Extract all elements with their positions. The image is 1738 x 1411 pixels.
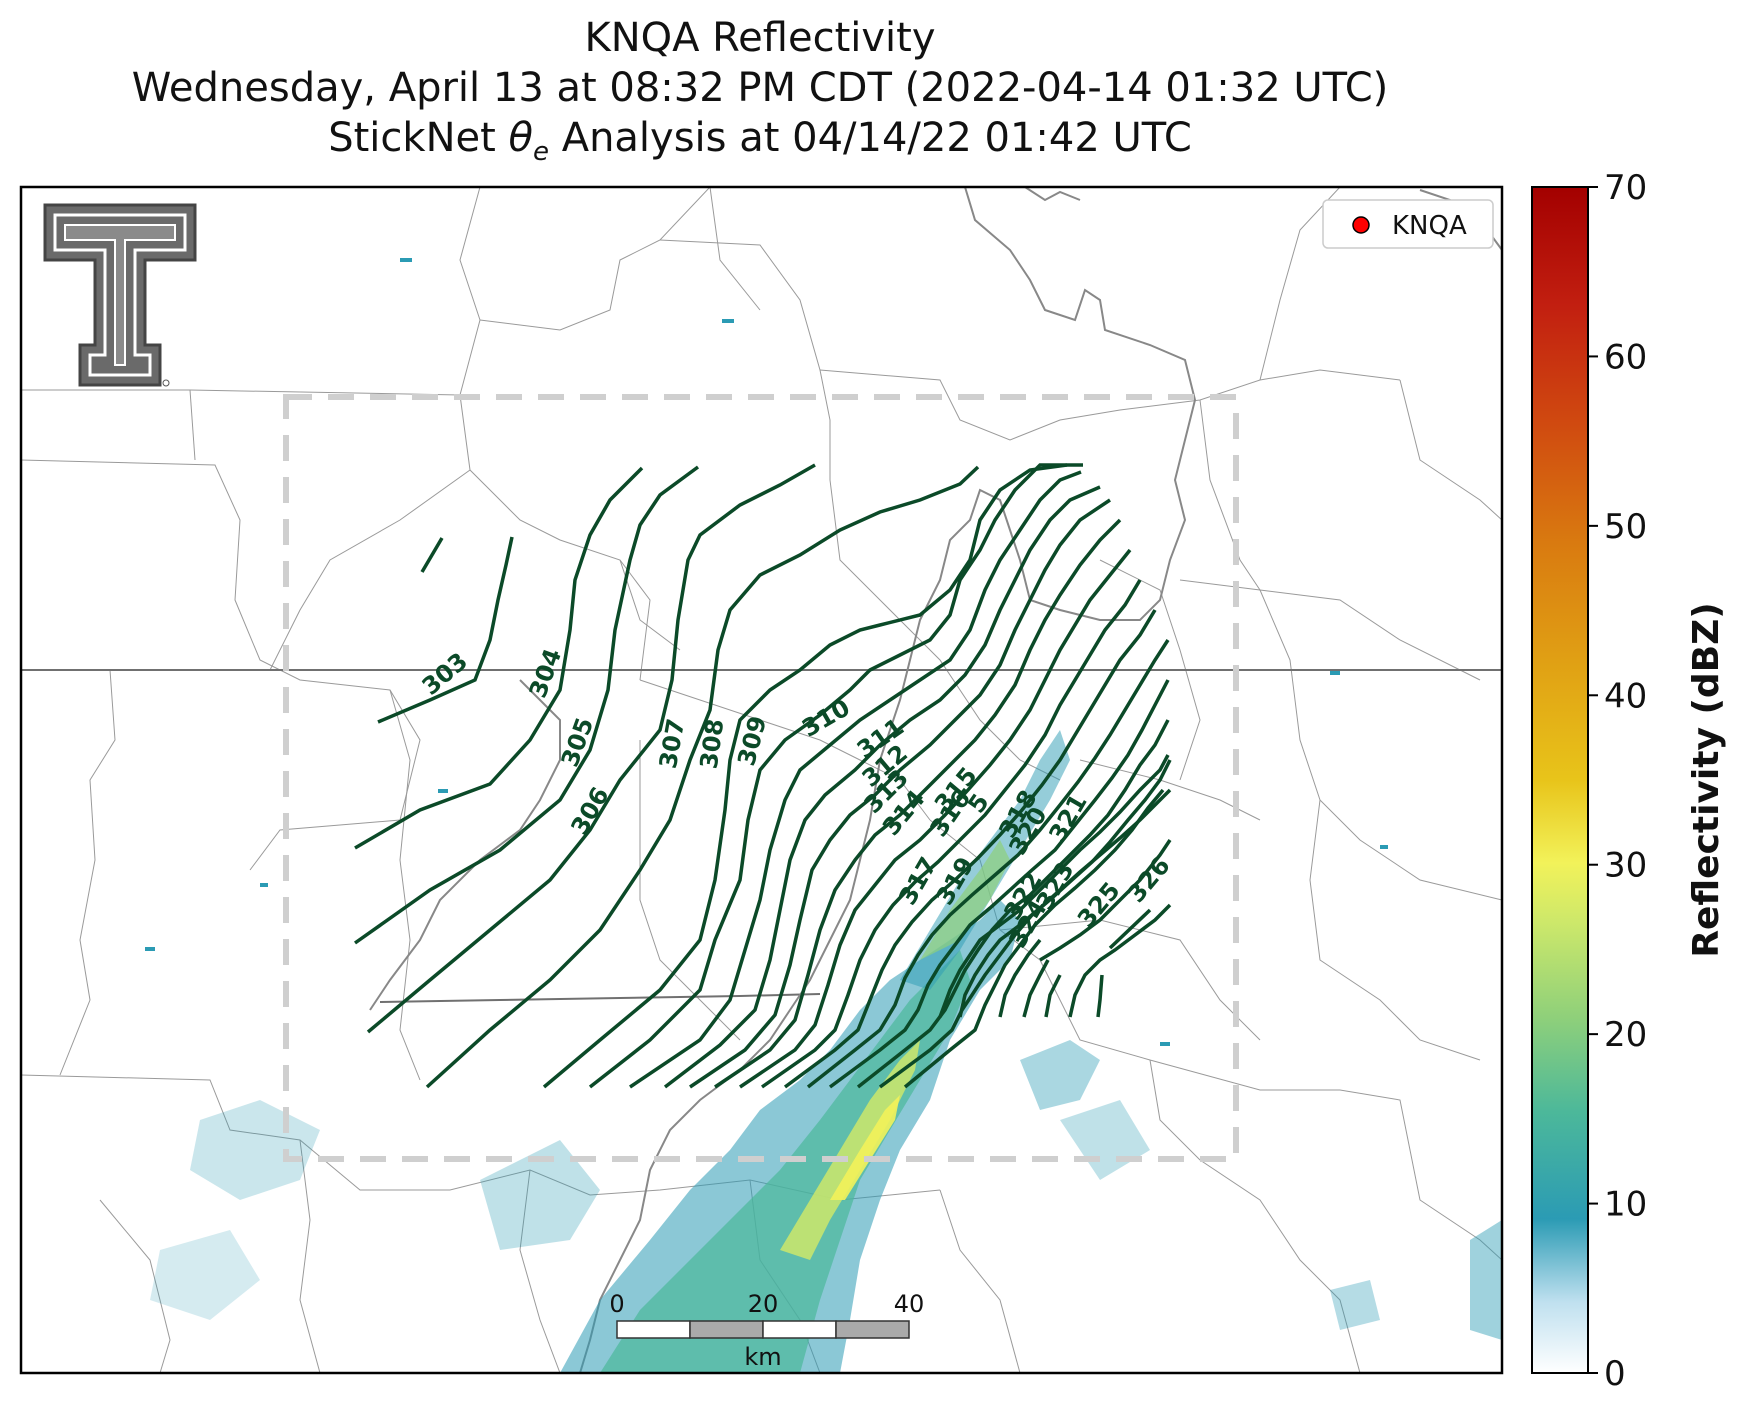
colorbar-tick-label: 10 bbox=[1604, 1185, 1647, 1225]
chart-subtitle-analysis: StickNet θe Analysis at 04/14/22 01:42 U… bbox=[328, 115, 1192, 167]
colorbar-tick-label: 50 bbox=[1604, 507, 1647, 547]
scale-label-40: 40 bbox=[894, 1290, 925, 1318]
chart-title: KNQA Reflectivity bbox=[584, 15, 936, 61]
colorbar-tick-label: 20 bbox=[1604, 1015, 1647, 1055]
state-boundary-south bbox=[379, 993, 821, 1003]
theta-e-contours-dense bbox=[588, 463, 1172, 1089]
legend: KNQA bbox=[1322, 199, 1494, 249]
colorbar-tick-label: 70 bbox=[1604, 168, 1647, 208]
scale-segment bbox=[835, 1320, 910, 1339]
texas-tech-logo bbox=[43, 203, 197, 387]
scale-segment bbox=[762, 1320, 837, 1339]
contour-line bbox=[420, 537, 444, 573]
contour-line bbox=[542, 463, 1068, 1089]
colorbar-tick-label: 0 bbox=[1604, 1354, 1626, 1394]
map-frame bbox=[19, 185, 1504, 1375]
contour-label: 308 bbox=[695, 717, 730, 771]
radar-marker-icon bbox=[1352, 216, 1370, 234]
scale-label-20: 20 bbox=[748, 1290, 779, 1318]
scale-segment bbox=[616, 1320, 691, 1339]
theta-e-contours bbox=[353, 463, 1068, 1089]
scale-bar: 0 20 40 km bbox=[609, 1290, 924, 1371]
colorbar-tick-label: 30 bbox=[1604, 846, 1647, 886]
colorbar-ticks: 0 10 20 30 40 50 60 70 bbox=[1588, 168, 1647, 1394]
analysis-domain-box bbox=[283, 394, 1239, 1162]
scale-unit: km bbox=[744, 1343, 781, 1371]
county-boundaries bbox=[21, 187, 1502, 1373]
colorbar-tick-label: 60 bbox=[1604, 337, 1647, 377]
contour-line bbox=[377, 536, 514, 724]
scale-label-0: 0 bbox=[609, 1290, 624, 1318]
colorbar-label: Reflectivity (dBZ) bbox=[1686, 602, 1727, 957]
colorbar-tick-label: 40 bbox=[1604, 676, 1647, 716]
colorbar: 0 10 20 30 40 50 60 70 Reflectivity (dBZ) bbox=[1531, 168, 1727, 1394]
contour-line bbox=[366, 463, 816, 1034]
legend-label: KNQA bbox=[1392, 211, 1467, 241]
legend-box bbox=[1322, 199, 1494, 249]
scale-segment bbox=[689, 1320, 764, 1339]
contour-line bbox=[425, 465, 980, 1089]
contour-line bbox=[354, 466, 644, 850]
colorbar-gradient bbox=[1531, 186, 1589, 1374]
contour-line bbox=[353, 465, 700, 945]
chart-subtitle-time: Wednesday, April 13 at 08:32 PM CDT (202… bbox=[131, 65, 1389, 111]
